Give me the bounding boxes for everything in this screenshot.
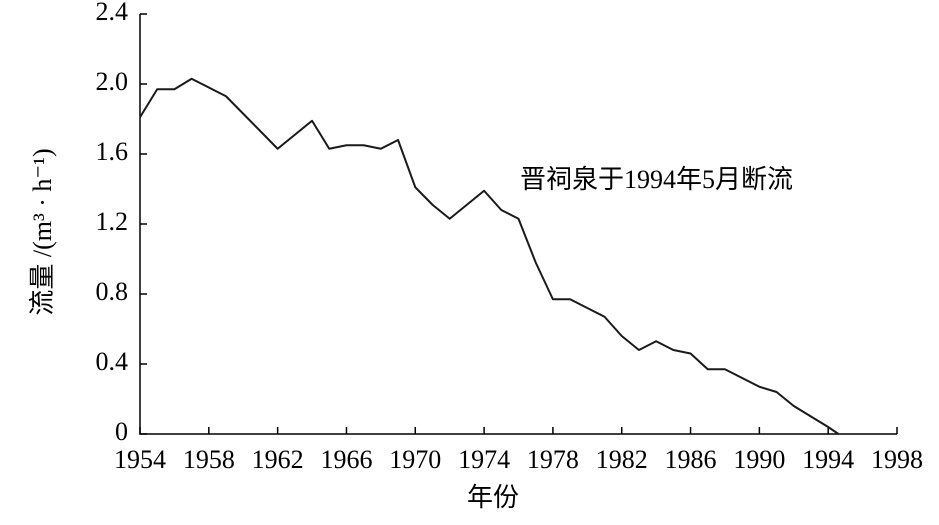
x-axis-label: 年份 — [467, 483, 519, 512]
y-tick-label: 0 — [115, 417, 128, 446]
axes — [139, 14, 897, 435]
x-tick-label: 1978 — [527, 445, 579, 474]
y-tick-label: 0.4 — [96, 347, 129, 376]
x-tick-label: 1982 — [596, 445, 648, 474]
x-tick-label: 1954 — [114, 445, 166, 474]
x-tick-label: 1962 — [252, 445, 304, 474]
x-tick-label: 1986 — [665, 445, 717, 474]
x-tick-label: 1998 — [871, 445, 923, 474]
x-tick-label: 1990 — [733, 445, 785, 474]
y-axis-label: 流量 /(m³ · h⁻¹) — [28, 148, 57, 315]
x-tick-label: 1994 — [802, 445, 854, 474]
y-tick-label: 1.2 — [96, 207, 129, 236]
y-tick-label: 1.6 — [96, 137, 129, 166]
y-tick-label: 2.4 — [96, 0, 129, 26]
x-tick-label: 1966 — [320, 445, 372, 474]
y-tick-label: 0.8 — [96, 277, 129, 306]
line-series — [139, 77, 840, 435]
annotation: 晋祠泉于1994年5月断流 — [520, 165, 793, 194]
x-tick-label: 1958 — [183, 445, 235, 474]
x-tick-label: 1974 — [458, 445, 510, 474]
x-tick-label: 1970 — [389, 445, 441, 474]
y-tick-label: 2.0 — [96, 67, 129, 96]
